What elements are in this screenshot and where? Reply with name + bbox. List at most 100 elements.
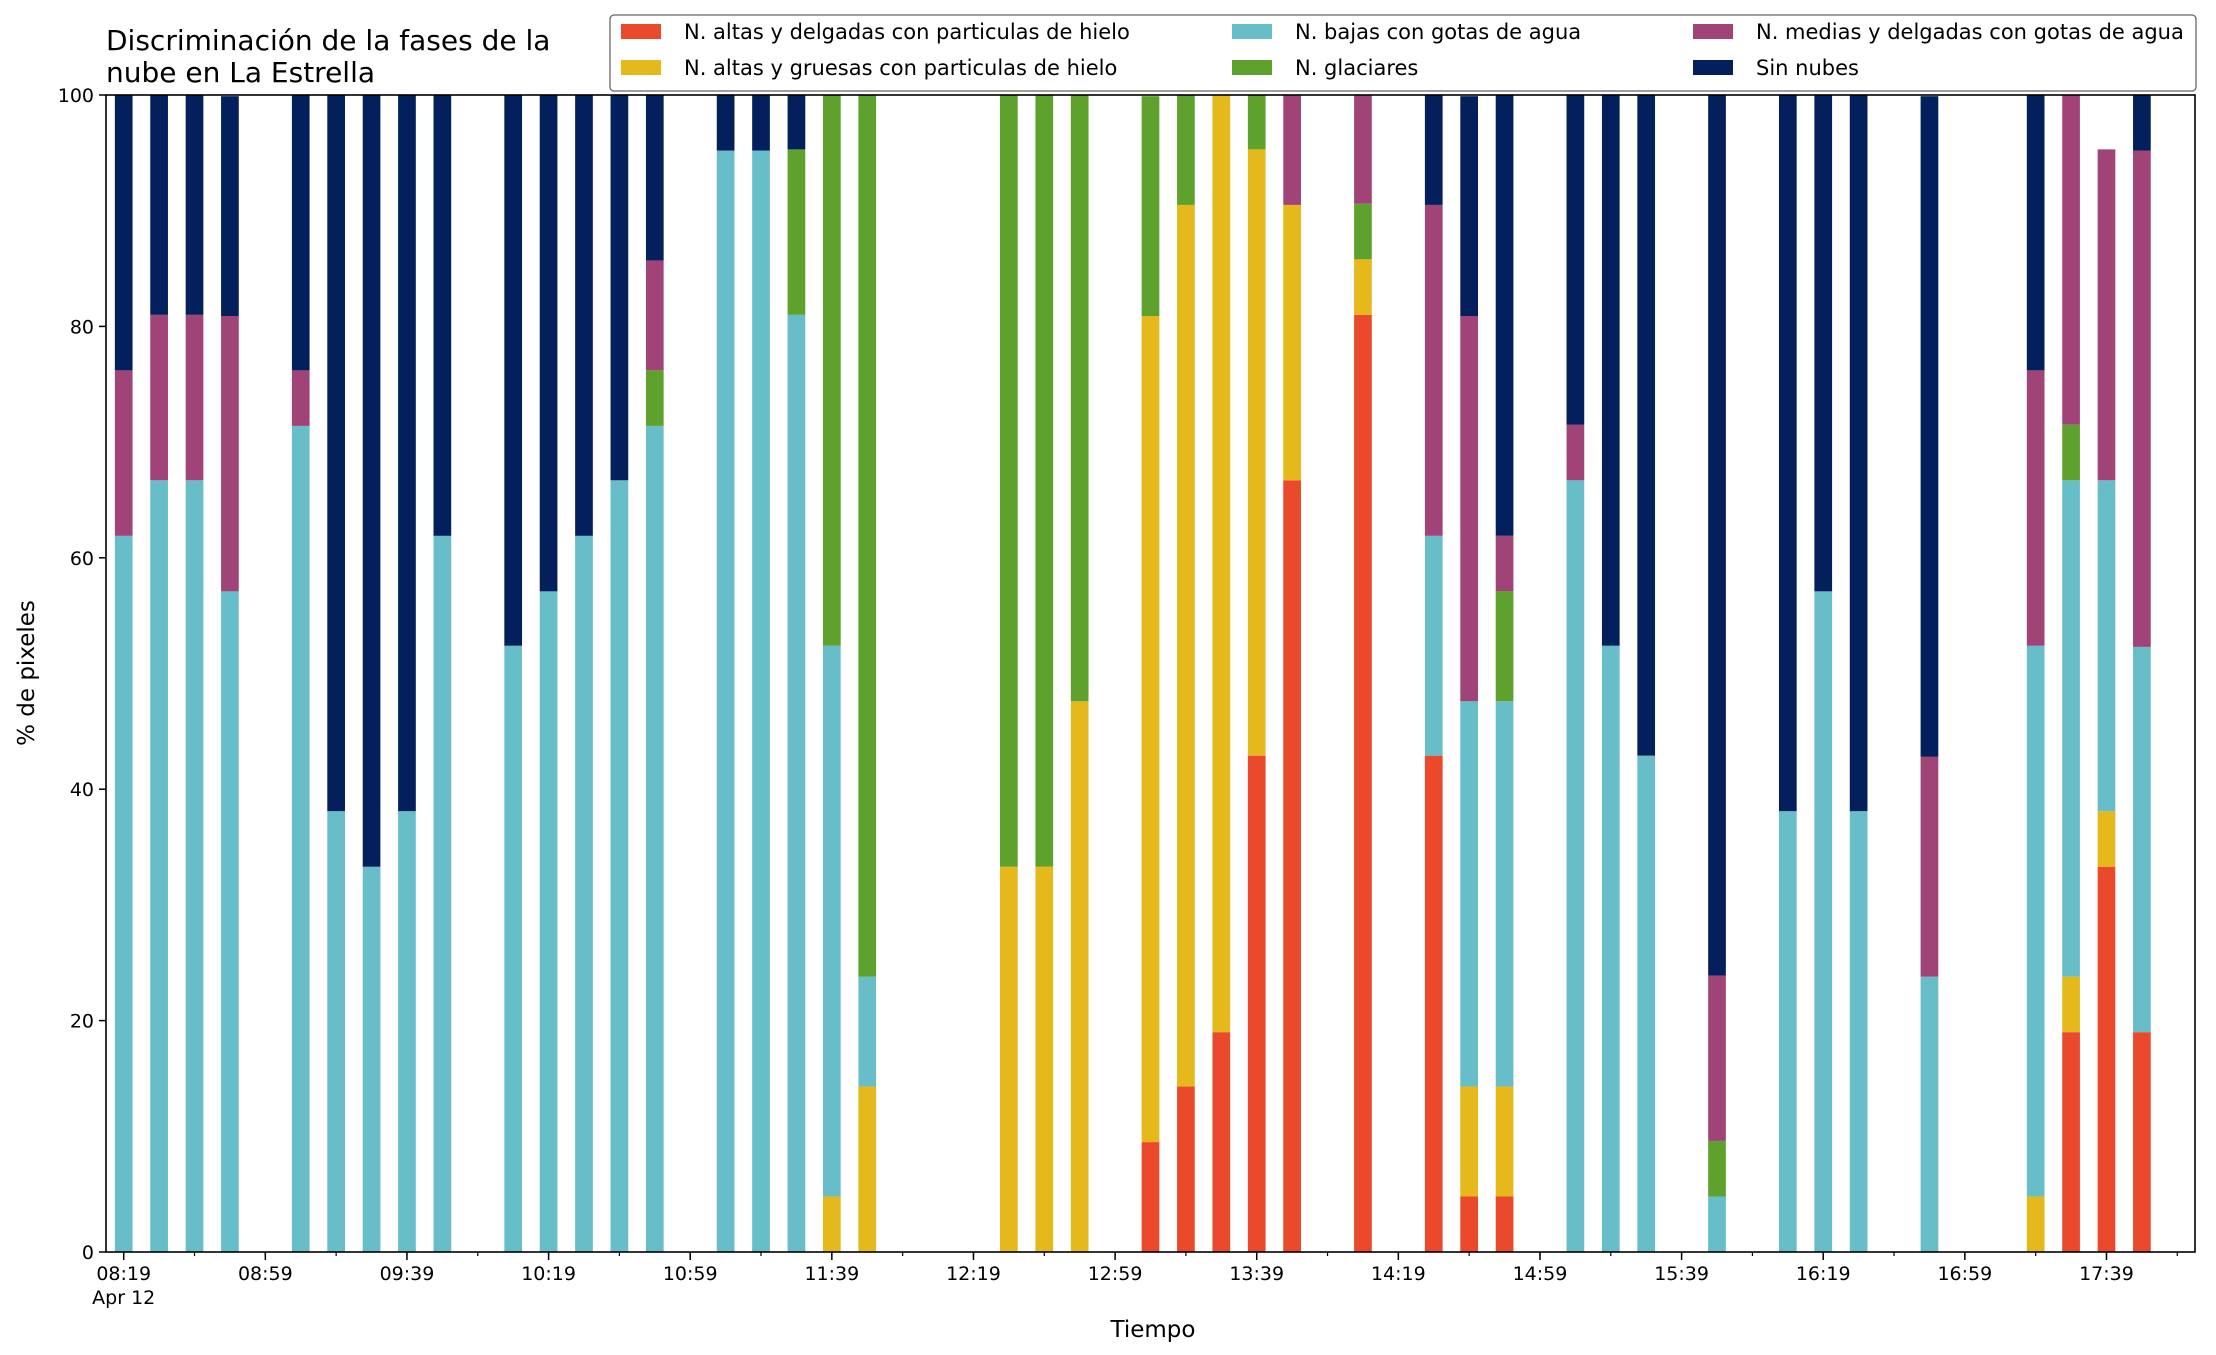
bar-segment-13-series-2 bbox=[575, 535, 593, 1252]
bar-segment-54-series-2 bbox=[2026, 645, 2045, 1197]
bar-segment-49-series-2 bbox=[1849, 811, 1868, 1252]
bar-segment-18-series-5 bbox=[752, 95, 770, 151]
bar-segment-12-series-5 bbox=[539, 95, 558, 592]
bar-segment-21-series-1 bbox=[858, 1086, 877, 1252]
bar-segment-27-series-3 bbox=[1070, 95, 1089, 702]
bar-segment-21-series-2 bbox=[858, 976, 877, 1087]
bar-segment-0-series-4 bbox=[114, 370, 133, 536]
bar-segment-57-series-0 bbox=[2133, 1032, 2151, 1252]
x-tick-label-5: 11:39 bbox=[804, 1263, 859, 1285]
legend: N. altas y delgadas con particulas de hi… bbox=[609, 14, 2197, 92]
x-tick-label-14: 17:39 bbox=[2079, 1263, 2134, 1285]
bar-segment-19-series-2 bbox=[787, 314, 806, 1253]
y-axis-ticks: 0 20 40 60 80 100 bbox=[58, 85, 106, 1264]
bar-segment-57-series-2 bbox=[2133, 646, 2151, 1033]
bar-segment-0-series-2 bbox=[114, 535, 133, 1252]
bar-segment-56-series-2 bbox=[2097, 480, 2116, 812]
x-axis-label: Tiempo bbox=[1110, 1317, 1196, 1343]
bar-segment-41-series-4 bbox=[1566, 424, 1585, 481]
legend-swatch-5 bbox=[1693, 60, 1733, 75]
bar-segment-42-series-2 bbox=[1601, 645, 1620, 1252]
bar-segment-38-series-2 bbox=[1460, 701, 1479, 1087]
bar-segment-9-series-2 bbox=[433, 535, 452, 1252]
x-tick-label-3: 10:19 bbox=[521, 1263, 576, 1285]
y-tick-label-3: 60 bbox=[70, 548, 94, 570]
bar-segment-6-series-2 bbox=[327, 811, 345, 1252]
x-tick-label-11: 15:39 bbox=[1654, 1263, 1709, 1285]
legend-entry-3: N. glaciares bbox=[1295, 56, 1418, 80]
x-tick-label-2: 09:39 bbox=[380, 1263, 435, 1285]
bar-segment-1-series-2 bbox=[150, 480, 168, 1252]
bar-segment-43-series-2 bbox=[1637, 755, 1656, 1252]
bar-segment-39-series-4 bbox=[1495, 535, 1514, 592]
bar-segment-29-series-3 bbox=[1141, 96, 1160, 316]
bar-segment-26-series-1 bbox=[1035, 866, 1054, 1252]
bar-segment-20-series-3 bbox=[822, 95, 841, 646]
bar-segment-31-series-1 bbox=[1212, 95, 1231, 1033]
bar-segment-38-series-1 bbox=[1460, 1086, 1479, 1197]
legend-entry-5: Sin nubes bbox=[1756, 56, 1859, 80]
bar-segment-27-series-1 bbox=[1070, 701, 1089, 1252]
bar-segment-47-series-5 bbox=[1778, 95, 1797, 812]
bar-segment-39-series-1 bbox=[1495, 1086, 1514, 1197]
bar-segment-17-series-2 bbox=[716, 150, 735, 1252]
legend-swatch-2 bbox=[1232, 24, 1272, 39]
x-tick-label-7: 12:59 bbox=[1088, 1263, 1143, 1285]
bar-segment-51-series-2 bbox=[1920, 976, 1939, 1252]
bar-segment-3-series-4 bbox=[221, 315, 239, 592]
y-axis-label: % de pixeles bbox=[14, 600, 40, 746]
x-tick-label-4: 10:59 bbox=[663, 1263, 718, 1285]
bar-segment-3-series-5 bbox=[221, 96, 239, 316]
bar-segment-30-series-3 bbox=[1177, 95, 1195, 205]
y-tick-label-1: 20 bbox=[70, 1011, 94, 1033]
bar-segment-35-series-4 bbox=[1354, 95, 1372, 204]
bars-group bbox=[114, 95, 2151, 1253]
bar-segment-55-series-2 bbox=[2062, 480, 2080, 977]
bar-segment-45-series-3 bbox=[1708, 1140, 1726, 1197]
bar-segment-57-series-4 bbox=[2133, 150, 2151, 647]
bar-segment-33-series-1 bbox=[1283, 204, 1301, 481]
legend-swatch-3 bbox=[1232, 60, 1272, 75]
bar-segment-39-series-3 bbox=[1495, 591, 1514, 702]
bar-segment-55-series-4 bbox=[2062, 95, 2080, 425]
bar-segment-55-series-1 bbox=[2062, 976, 2080, 1033]
bar-segment-51-series-5 bbox=[1920, 96, 1939, 757]
legend-box bbox=[609, 14, 2197, 92]
chart-title-line-2: nube en La Estrella bbox=[106, 56, 375, 89]
bar-segment-2-series-4 bbox=[185, 314, 204, 481]
bar-segment-32-series-1 bbox=[1247, 149, 1266, 756]
bar-segment-1-series-4 bbox=[150, 314, 168, 481]
bar-segment-35-series-3 bbox=[1354, 203, 1372, 260]
bar-segment-43-series-5 bbox=[1637, 95, 1656, 756]
bar-segment-39-series-5 bbox=[1495, 95, 1514, 536]
bar-segment-19-series-3 bbox=[787, 149, 806, 315]
bar-segment-9-series-5 bbox=[433, 95, 452, 536]
bar-segment-38-series-0 bbox=[1460, 1196, 1479, 1252]
bar-segment-54-series-4 bbox=[2026, 370, 2045, 646]
legend-entry-2: N. bajas con gotas de agua bbox=[1295, 20, 1581, 44]
bar-segment-54-series-1 bbox=[2026, 1196, 2045, 1252]
bar-segment-38-series-4 bbox=[1460, 315, 1479, 702]
bar-segment-21-series-3 bbox=[858, 95, 877, 977]
bar-segment-3-series-2 bbox=[221, 591, 239, 1252]
bar-segment-11-series-5 bbox=[504, 95, 523, 646]
bar-segment-26-series-3 bbox=[1035, 95, 1054, 867]
bar-segment-39-series-0 bbox=[1495, 1196, 1514, 1252]
bar-segment-41-series-2 bbox=[1566, 480, 1585, 1252]
legend-swatch-1 bbox=[621, 60, 661, 75]
bar-segment-33-series-4 bbox=[1283, 95, 1301, 205]
x-tick-label-8: 13:39 bbox=[1229, 1263, 1284, 1285]
x-tick-label-9: 14:19 bbox=[1371, 1263, 1426, 1285]
bar-segment-0-series-5 bbox=[114, 95, 133, 371]
y-tick-label-0: 0 bbox=[82, 1242, 94, 1264]
bar-segment-29-series-1 bbox=[1141, 315, 1160, 1143]
bar-segment-11-series-2 bbox=[504, 645, 523, 1252]
bar-segment-55-series-3 bbox=[2062, 424, 2080, 481]
bar-segment-37-series-4 bbox=[1424, 204, 1443, 536]
legend-swatch-4 bbox=[1693, 24, 1733, 39]
legend-entry-1: N. altas y gruesas con particulas de hie… bbox=[684, 56, 1117, 80]
bar-segment-13-series-5 bbox=[575, 95, 593, 536]
bar-segment-30-series-1 bbox=[1177, 204, 1195, 1087]
bar-segment-12-series-2 bbox=[539, 591, 558, 1252]
